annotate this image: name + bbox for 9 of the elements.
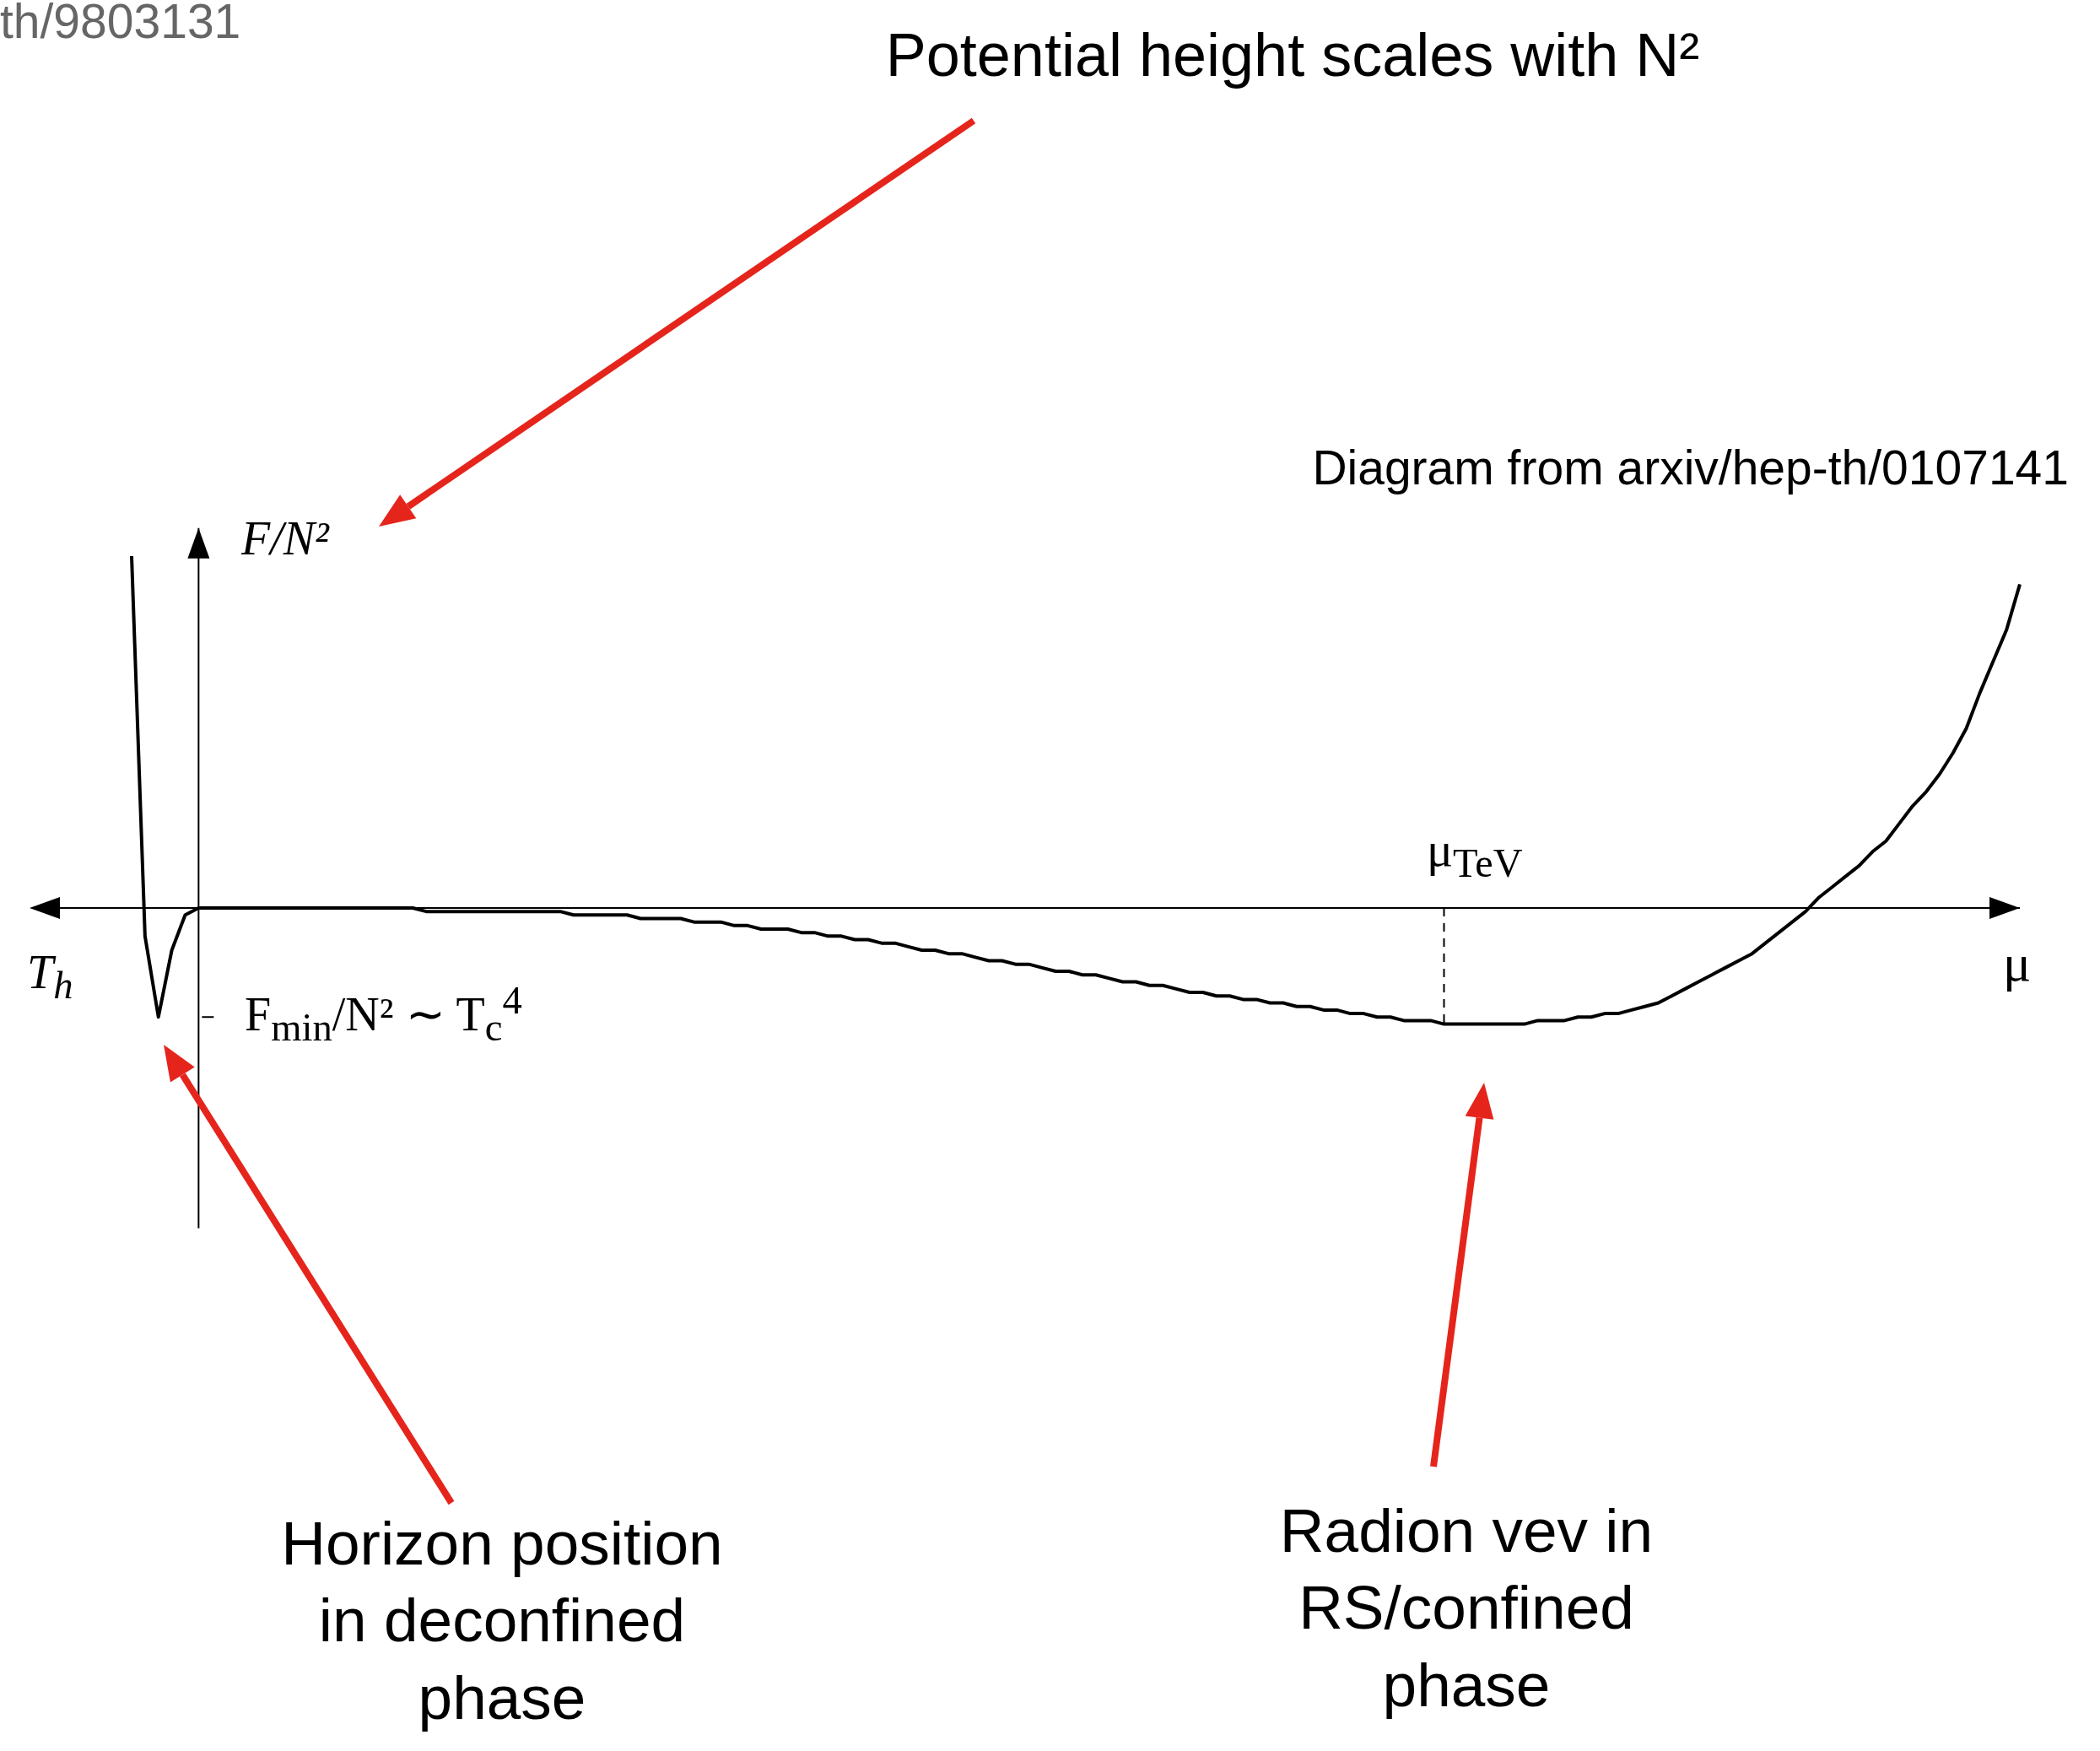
text: Diagram from arxiv/hep-th/0107141 [1312, 440, 2069, 495]
text: th/9803131 [0, 0, 241, 49]
x-axis-title: μ [2003, 933, 2032, 993]
text: Radion vev in RS/confined phase [1278, 1495, 1655, 1721]
y-axis-title: F/N² [241, 511, 329, 565]
text: Potential height scales with N² [885, 20, 1700, 89]
text: T$_{h}$ [27, 945, 73, 1008]
text: Horizon position in deconfined phase [280, 1508, 724, 1733]
annotation: μ$_{TeV}$ [1427, 821, 1523, 886]
